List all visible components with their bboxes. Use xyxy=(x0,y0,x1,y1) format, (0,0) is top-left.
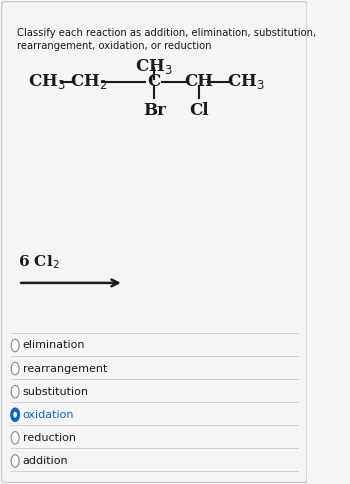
Text: oxidation: oxidation xyxy=(23,410,74,420)
Text: rearrangement, oxidation, or reduction: rearrangement, oxidation, or reduction xyxy=(17,41,211,51)
Text: Classify each reaction as addition, elimination, substitution,: Classify each reaction as addition, elim… xyxy=(17,28,316,38)
Text: substitution: substitution xyxy=(23,387,89,397)
Text: rearrangement: rearrangement xyxy=(23,363,107,374)
Text: CH$_2$: CH$_2$ xyxy=(70,72,107,91)
FancyBboxPatch shape xyxy=(1,1,307,483)
Circle shape xyxy=(13,412,17,418)
Text: 6 Cl$_2$: 6 Cl$_2$ xyxy=(18,253,60,271)
Text: CH$_3$: CH$_3$ xyxy=(227,72,265,91)
Circle shape xyxy=(11,363,19,375)
Text: addition: addition xyxy=(23,456,68,466)
Circle shape xyxy=(11,454,19,467)
Text: Cl: Cl xyxy=(189,103,209,120)
Text: Br: Br xyxy=(143,103,166,120)
Text: elimination: elimination xyxy=(23,340,85,350)
Text: CH$_3$: CH$_3$ xyxy=(28,72,66,91)
Text: CH: CH xyxy=(184,73,213,90)
Circle shape xyxy=(11,339,19,352)
Circle shape xyxy=(11,385,19,398)
Text: reduction: reduction xyxy=(23,433,76,443)
Text: CH$_3$: CH$_3$ xyxy=(135,57,173,76)
Text: C: C xyxy=(148,73,161,90)
Circle shape xyxy=(11,408,19,421)
Circle shape xyxy=(11,432,19,444)
